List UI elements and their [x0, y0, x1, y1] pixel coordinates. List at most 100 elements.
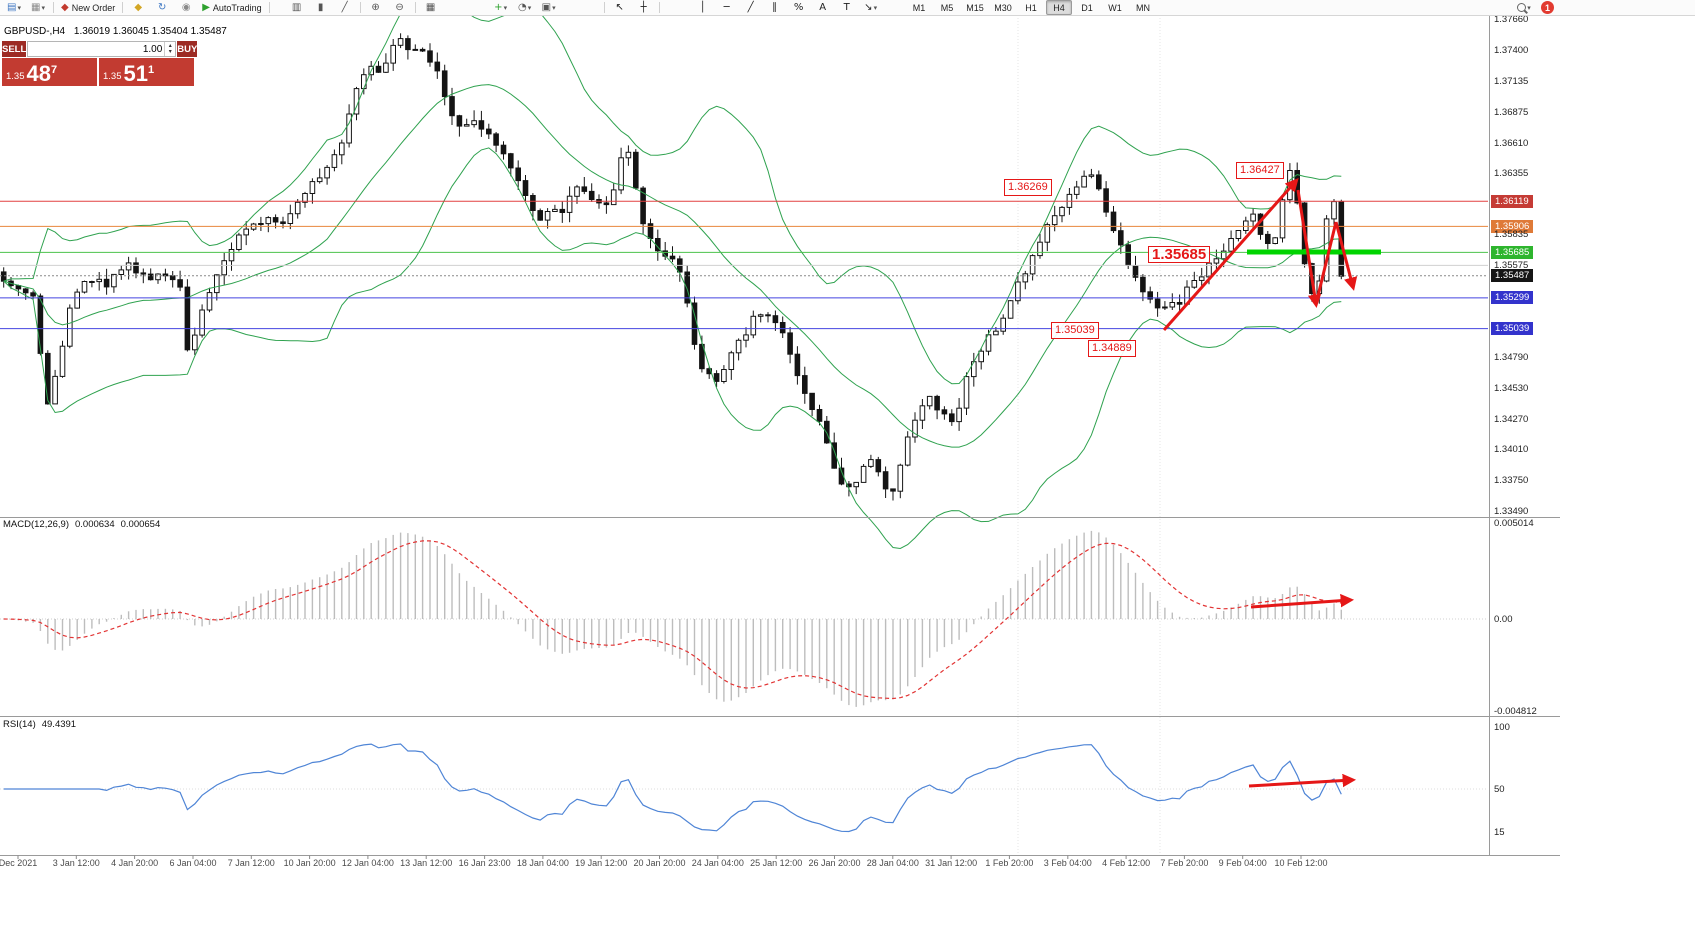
horizontal-line-icon: ─: [723, 1, 730, 13]
rsi-axis-label: 100: [1494, 722, 1510, 733]
chevron-down-icon: ▾: [527, 3, 532, 12]
fibonacci-icon: %: [793, 1, 804, 13]
time-axis-label: 10 Feb 12:00: [1274, 858, 1328, 868]
timeframe-m1-button[interactable]: M1: [912, 2, 926, 13]
timeframe-d1-button[interactable]: D1: [1081, 2, 1093, 13]
crosshair-button[interactable]: ┼: [633, 0, 655, 15]
timeframe-w1-button[interactable]: W1: [1108, 2, 1122, 13]
stepper-down-icon[interactable]: ▾: [168, 48, 172, 55]
arrows-button[interactable]: ↘ ▾: [860, 0, 882, 15]
support-button[interactable]: ◉: [175, 0, 197, 15]
timeframe-m5-button[interactable]: M5: [940, 2, 954, 13]
rsi-indicator-label: RSI(14) 49.4391: [3, 719, 76, 730]
price-axis-label: 1.37660: [1494, 14, 1529, 26]
search-icon: [1517, 3, 1527, 12]
sell-price-big: 48: [26, 61, 51, 86]
candlestick-chart-icon: ▮: [317, 1, 324, 13]
time-axis-label: 7 Jan 12:00: [227, 858, 275, 868]
text-button[interactable]: A: [812, 0, 834, 15]
sell-button[interactable]: SELL: [2, 41, 27, 57]
one-click-price-row: 1.35 48 7 1.35 51 1: [2, 58, 194, 86]
periods-button[interactable]: ◔ ▾: [514, 0, 536, 15]
equidistant-channel-button[interactable]: ∥: [764, 0, 786, 15]
price-axis-label: 1.37400: [1494, 44, 1529, 56]
timeframe-m30-button[interactable]: M30: [994, 2, 1012, 13]
line-chart-button[interactable]: ╱: [334, 0, 356, 15]
text-icon: A: [819, 1, 827, 13]
zoom-out-icon: ⊖: [395, 1, 404, 13]
new-order-button[interactable]: ◆ New Order: [58, 0, 118, 15]
time-axis[interactable]: Dec 2021 3 Jan 12:00 4 Jan 20:00 6 Jan 04:0…: [0, 0, 1490, 880]
volume-field: ▴▾: [27, 41, 177, 57]
new-order-icon: ◆: [61, 1, 69, 13]
tile-windows-button[interactable]: ▦: [420, 0, 442, 15]
refresh-button[interactable]: ↻: [151, 0, 173, 15]
profiles-button[interactable]: ▦ ▾: [27, 0, 49, 15]
bar-chart-button[interactable]: ▥: [286, 0, 308, 15]
time-axis-label: 26 Jan 20:00: [808, 858, 861, 868]
zoom-in-button[interactable]: ⊕: [365, 0, 387, 15]
time-axis-label: 13 Jan 12:00: [400, 858, 453, 868]
new-order-button-label: New Order: [71, 2, 116, 13]
cursor-button[interactable]: ↖: [609, 0, 631, 15]
volume-stepper[interactable]: ▴ ▾: [164, 42, 175, 56]
time-axis-label: 16 Jan 23:00: [458, 858, 511, 868]
main-toolbar: ▤ ▾ ▦ ▾ ◆ New Order ◆ ↻ ◉ ▶ AutoTrading ▥ ▮ ╱ ⊕ ⊖ ▦ + ▾ ◔ ▾ ▣…: [0, 0, 1695, 16]
time-axis-label: 12 Jan 04:00: [341, 858, 394, 868]
macd-axis-label: 0.00: [1494, 614, 1513, 625]
buy-price-prefix: 1.35: [103, 71, 122, 82]
price-axis-label: 1.34270: [1494, 413, 1529, 425]
zoom-out-button[interactable]: ⊖: [389, 0, 411, 15]
chevron-down-icon: ▾: [41, 3, 45, 12]
sell-price-display[interactable]: 1.35 48 7: [2, 58, 97, 86]
price-axis-label: 1.36610: [1494, 137, 1529, 149]
price-axis-badge: 1.35906: [1491, 219, 1534, 233]
chevron-down-icon: ▾: [17, 3, 21, 12]
stepper-up-icon[interactable]: ▴: [168, 42, 172, 49]
toolbar-separator: [603, 2, 605, 13]
one-click-trading-panel: SELL ▴▾ BUY 1.35 48 7 1.35 51 1: [2, 41, 198, 86]
autotrading-button[interactable]: ▶ AutoTrading: [199, 0, 264, 15]
text-label-button[interactable]: T: [836, 0, 858, 15]
timeframe-h4-button[interactable]: H4: [1046, 0, 1072, 15]
trendline-button[interactable]: ╱: [740, 0, 762, 15]
horizontal-line-button[interactable]: ─: [716, 0, 738, 15]
vertical-line-button[interactable]: │: [692, 0, 714, 15]
chart-info-line: GBPUSD-,H4 1.36019 1.36045 1.35404 1.354…: [4, 26, 227, 37]
buy-price-sup: 1: [147, 64, 155, 76]
price-axis-badge: 1.35685: [1491, 245, 1534, 259]
vertical-line-icon: │: [699, 1, 706, 13]
new-chart-button[interactable]: ▤ ▾: [3, 0, 25, 15]
trendline-icon: ╱: [747, 1, 754, 13]
price-axis[interactable]: 1.37660 1.37400 1.37135 1.36875 1.36610 1.363…: [1491, 0, 1563, 880]
time-axis-label: 31 Jan 12:00: [925, 858, 978, 868]
buy-price-display[interactable]: 1.35 51 1: [99, 58, 194, 86]
timeframe-mn-button[interactable]: MN: [1136, 2, 1150, 13]
fibonacci-button[interactable]: %: [788, 0, 810, 15]
bar-chart-icon: ▥: [291, 1, 302, 13]
candlestick-chart-button[interactable]: ▮: [310, 0, 332, 15]
toolbar-separator: [268, 2, 270, 13]
buy-button[interactable]: BUY: [177, 41, 198, 57]
timeframe-m15-button[interactable]: M15: [966, 2, 984, 13]
rsi-value: 49.4391: [41, 719, 77, 730]
expert-advisors-button[interactable]: ◆: [127, 0, 149, 15]
chevron-down-icon: ▾: [552, 3, 556, 12]
search-button[interactable]: ▾: [1513, 0, 1535, 15]
refresh-icon: ↻: [158, 1, 167, 13]
templates-icon: ▣: [541, 1, 552, 13]
autotrading-icon: ▶: [202, 1, 210, 13]
timeframe-h1-button[interactable]: H1: [1025, 2, 1037, 13]
toolbar-separator: [414, 2, 416, 13]
volume-input[interactable]: [28, 43, 165, 55]
notification-badge[interactable]: 1: [1541, 1, 1554, 14]
timeframe-toolbar: M1 M5 M15 M30 H1 H4 D1 W1 MN: [905, 0, 1157, 15]
time-axis-label: 20 Jan 20:00: [633, 858, 686, 868]
templates-button[interactable]: ▣ ▾: [538, 0, 560, 15]
price-axis-badge: 1.36119: [1491, 194, 1533, 208]
indicators-button[interactable]: + ▾: [490, 0, 512, 15]
toolbar-separator: [658, 2, 660, 13]
time-axis-label: 9 Feb 04:00: [1218, 858, 1267, 868]
